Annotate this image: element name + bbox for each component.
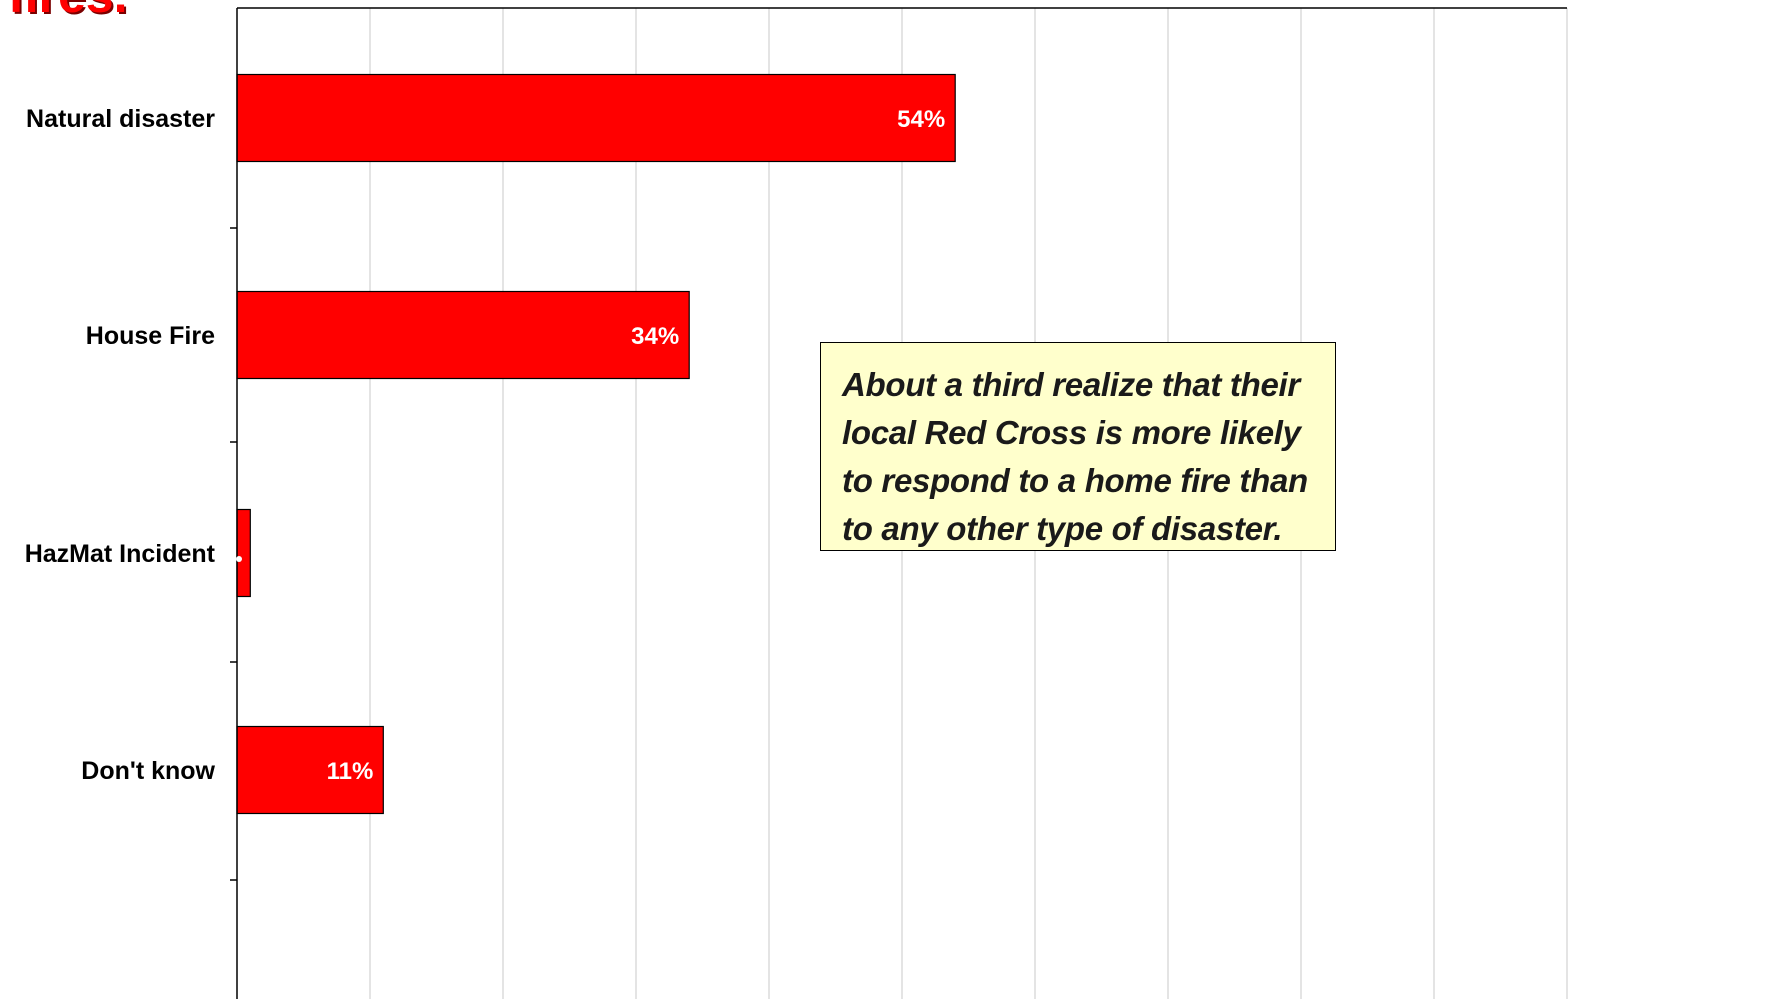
- grid-lines: [237, 7, 1568, 999]
- data-label-marker: [236, 556, 242, 562]
- callout-line: local Red Cross is more likely: [842, 414, 1301, 451]
- data-label: 54%: [897, 106, 945, 133]
- callout-line: About a third realize that their: [842, 366, 1300, 403]
- bar: [236, 290, 690, 380]
- callout-line: to any other type of disaster.: [842, 510, 1283, 547]
- category-label: HazMat Incident: [25, 540, 216, 568]
- callout-line: to respond to a home fire than: [842, 462, 1308, 499]
- bar: [236, 73, 956, 163]
- category-label: Don't know: [81, 757, 215, 785]
- category-label: Natural disaster: [26, 105, 215, 133]
- data-label: 11%: [327, 758, 374, 785]
- category-axis: [230, 8, 238, 999]
- bars: [236, 73, 956, 815]
- bar: [236, 725, 384, 815]
- bar: [236, 508, 251, 598]
- category-label: House Fire: [86, 322, 215, 350]
- title-fragment: fires.: [8, 0, 128, 20]
- callout-box: About a third realize that their local R…: [820, 342, 1336, 551]
- data-label: 34%: [631, 323, 679, 350]
- labels: Natural disaster 54% House Fire 34% HazMat I…: [25, 105, 945, 785]
